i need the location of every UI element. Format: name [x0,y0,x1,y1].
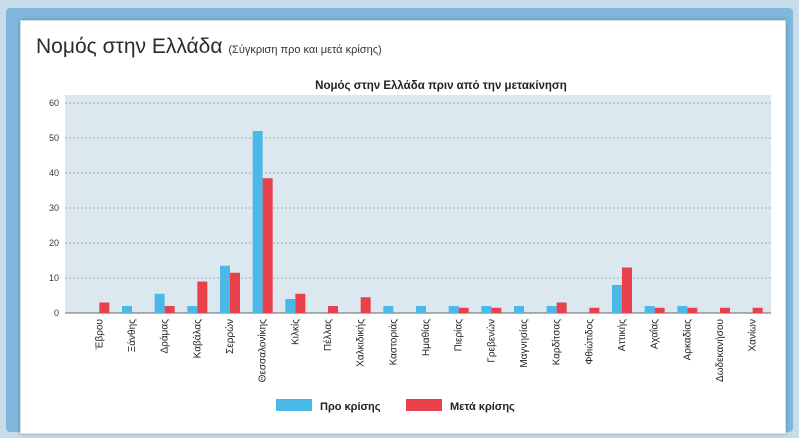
x-tick-label: Μαγνησίας [518,319,530,368]
x-tick-label: Αρκαδίας [681,319,693,361]
x-tick-label: Κιλκίς [289,319,301,345]
bar-post-crisis [622,267,632,313]
x-axis: Έβρου Ξάνθης Δράμας Καβάλας Σερρών Θεσσαλονίκ… [94,319,758,383]
bar-pre-crisis [416,306,426,313]
legend: Προ κρίσης Μετά κρίσης [276,399,515,413]
x-tick-label: Ημαθίας [420,319,432,356]
x-tick-label: Καβάλας [191,319,203,358]
x-tick-label: Χανίων [747,319,759,351]
bars-group [99,131,763,313]
bar-post-crisis [99,302,110,313]
y-tick-label: 40 [49,168,59,178]
bar-pre-crisis [514,306,524,313]
chart-title: Νομός στην Ελλάδα πριν από την μετακίνησ… [315,80,567,92]
bar-post-crisis [262,178,273,313]
x-tick-label: Σερρών [224,319,236,354]
page-title: Νομός στην Ελλάδα (Σύγκριση προ και μετά… [36,35,382,59]
bar-post-crisis [687,307,698,313]
bar-pre-crisis [383,306,394,313]
y-tick-label: 10 [49,273,59,283]
y-tick-label: 50 [49,133,59,143]
bar-post-crisis [164,306,175,313]
bar-post-crisis [295,293,306,313]
bar-pre-crisis [252,131,263,313]
x-tick-label: Καρδίτσας [551,319,563,366]
bar-pre-crisis [612,285,622,313]
x-tick-label: Ξάνθης [126,319,138,352]
bar-post-crisis [752,307,763,313]
bar-pre-crisis [644,306,655,313]
bar-post-crisis [328,306,338,313]
x-tick-label: Καστοριάς [387,319,399,366]
legend-swatch [406,399,442,411]
bar-chart: Νομός στην Ελλάδα πριν από την μετακίνησ… [49,80,771,413]
bar-post-crisis [720,307,730,313]
bar-post-crisis [556,302,567,313]
bar-pre-crisis [481,306,492,313]
legend-item-post-crisis: Μετά κρίσης [450,401,515,413]
x-tick-label: Πιερίας [453,319,465,352]
y-axis: 0 10 20 30 40 50 60 [49,98,59,318]
bar-pre-crisis [122,306,132,313]
x-tick-label: Πέλλας [322,319,334,351]
bar-post-crisis [458,307,469,313]
x-tick-label: Φθιώτιδος [583,319,595,365]
bar-pre-crisis [448,306,459,313]
legend-swatch [276,399,312,411]
y-tick-label: 30 [49,203,59,213]
x-tick-label: Δράμας [159,319,171,354]
y-tick-label: 20 [49,238,59,248]
title-text: Νομός στην Ελλάδα [36,35,223,58]
bar-pre-crisis [220,265,230,313]
plot-area [65,95,771,313]
y-tick-label: 60 [49,98,59,108]
y-tick-label: 0 [54,308,59,318]
bar-post-crisis [230,272,240,313]
bar-pre-crisis [677,306,688,313]
bar-post-crisis [589,307,600,313]
bar-pre-crisis [546,306,557,313]
grid-lines [65,102,771,314]
bar-post-crisis [491,307,502,313]
x-tick-label: Δωδεκανήσου [714,319,726,382]
x-tick-label: Χαλκιδικής [355,319,367,367]
x-tick-label: Έβρου [94,319,105,350]
bar-pre-crisis [154,293,165,313]
x-tick-label: Γρεβενών [485,319,497,363]
bar-post-crisis [654,307,665,313]
legend-item-pre-crisis: Προ κρίσης [320,401,381,413]
bar-post-crisis [197,281,208,313]
x-tick-label: Θεσσαλονίκης [257,319,269,383]
title-subtitle: (Σύγκριση προ και μετά κρίσης) [228,44,382,56]
bar-pre-crisis [285,299,296,313]
bar-pre-crisis [187,306,198,313]
bar-post-crisis [360,297,371,313]
chart-card: Νομός στην Ελλάδα (Σύγκριση προ και μετά… [20,20,786,434]
x-tick-label: Αχαΐας [649,319,661,349]
x-tick-label: Αττικής [616,319,628,351]
